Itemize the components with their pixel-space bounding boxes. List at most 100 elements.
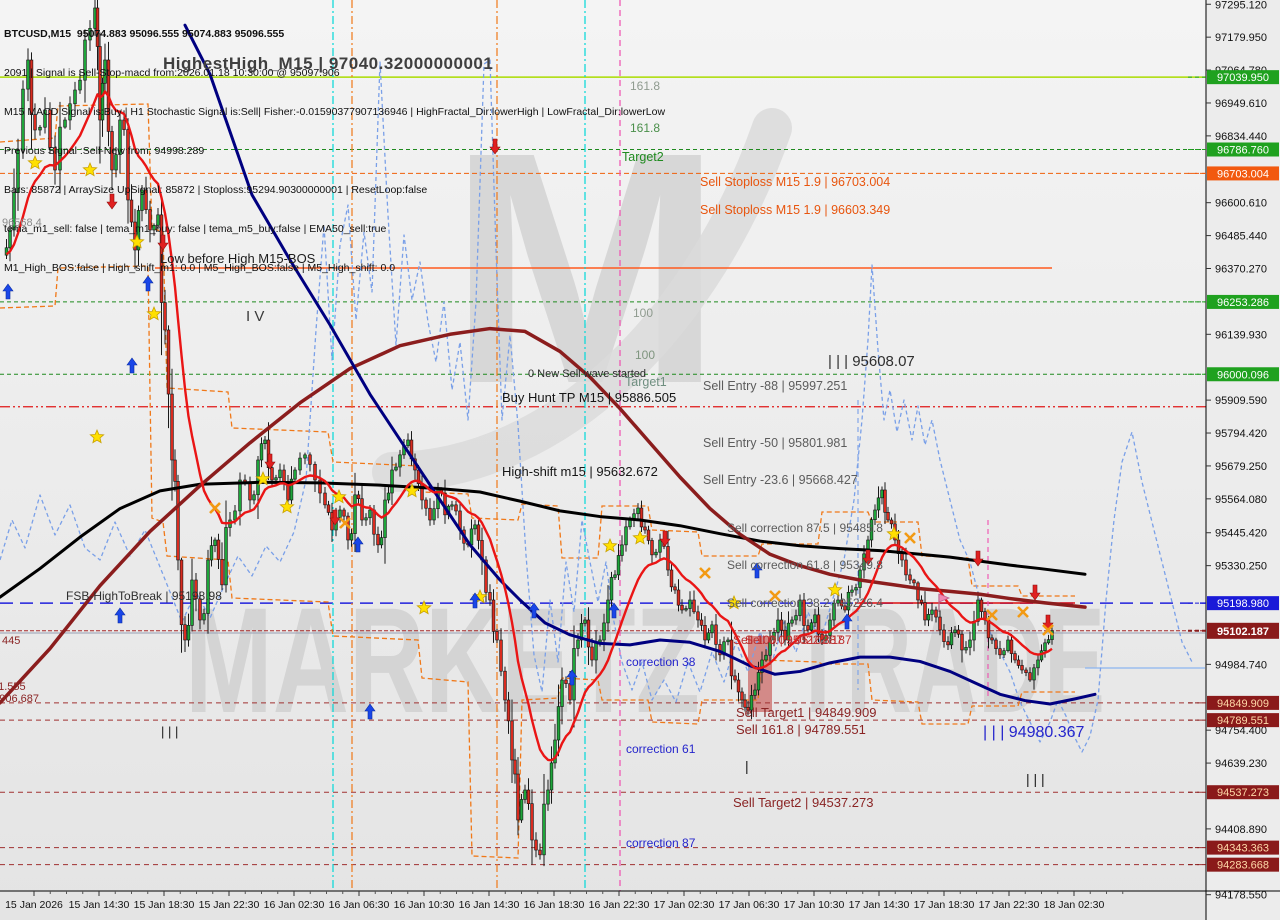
candle: [53, 147, 57, 171]
candle: [110, 131, 114, 171]
annotations-group: 161.8 161.8 Target2 Sell Stoploss M15 1.9 |…: [0, 79, 1085, 850]
price-badge-label: 94343.363: [1217, 843, 1269, 855]
candle: [938, 616, 942, 631]
candle: [846, 591, 851, 611]
candle: [469, 528, 474, 546]
candle: [88, 28, 92, 41]
highest-high-overlay: HighestHigh_M15 | 97040.32000000001: [163, 54, 494, 73]
buy-arrow-icon: [142, 275, 154, 292]
time-axis[interactable]: 15 Jan 2026 15 Jan 14:30 15 Jan 18:30 15 Ja…: [0, 890, 1280, 911]
candle: [953, 629, 957, 634]
candle: [176, 481, 180, 561]
ma-navy: [183, 23, 1097, 706]
candle: [289, 478, 294, 501]
candle: [450, 504, 454, 507]
annotation-label: |: [745, 758, 749, 774]
candle: [43, 109, 47, 128]
time-tick-label: 16 Jan 18:30: [524, 899, 585, 911]
plot-area[interactable]: [0, 0, 1206, 891]
candle: [356, 494, 361, 500]
price-badge-label: 94789.551: [1217, 715, 1269, 727]
buy-arrow-icon: [841, 613, 853, 630]
price-badge: [1207, 713, 1279, 728]
candle: [78, 79, 82, 91]
star-marker: [827, 581, 843, 597]
price-badge-label: 94283.668: [1217, 860, 1269, 872]
price-axis[interactable]: 97295.12097179.95097064.78096949.6109683…: [1188, 0, 1280, 920]
candle: [83, 39, 87, 81]
annotation-label: | | |: [161, 724, 178, 739]
candle: [976, 599, 980, 622]
candle: [850, 589, 854, 593]
annotation-label: Sell correction 87.5 | 95485.8: [727, 521, 883, 535]
candle: [923, 602, 927, 621]
price-badge: [1207, 142, 1279, 157]
candle: [908, 574, 912, 581]
annotation-label: | | |: [1026, 771, 1045, 787]
candle: [190, 579, 194, 626]
annotation-label: correction 38: [626, 655, 696, 669]
candle: [790, 619, 794, 624]
candle: [912, 579, 916, 584]
price-badge: [1207, 70, 1279, 85]
candle: [8, 229, 12, 249]
star-marker: [632, 529, 648, 545]
candle: [503, 670, 507, 701]
price-tick-label: 94639.230: [1215, 758, 1267, 770]
star-marker: [602, 537, 618, 553]
candle: [916, 582, 920, 601]
exit-x-icon: [699, 567, 711, 579]
price-badge: [1207, 367, 1279, 382]
candle: [869, 519, 874, 541]
candle: [118, 119, 122, 155]
candle: [484, 559, 488, 593]
price-badge-label: 94849.909: [1217, 698, 1269, 710]
candle: [1013, 653, 1017, 661]
ma-black: [0, 480, 1087, 599]
candle: [1016, 659, 1021, 666]
candle: [372, 509, 376, 535]
candle: [376, 533, 380, 546]
annotation-label: 94906.687: [0, 693, 39, 705]
time-tick-label: 17 Jan 06:30: [719, 899, 780, 911]
annotation-label: Low before High M15-BOS: [160, 251, 316, 266]
price-badge: [1207, 785, 1279, 800]
candle: [613, 574, 617, 578]
candle: [313, 463, 317, 481]
candle: [696, 611, 700, 621]
candle: [806, 625, 810, 631]
candle: [1036, 659, 1040, 669]
price-badge-label: 96000.096: [1217, 369, 1269, 381]
candle: [491, 599, 496, 632]
price-badge: [1207, 166, 1279, 181]
candle: [364, 517, 368, 521]
candle: [546, 789, 550, 805]
annotation-label: Sell Stoploss M15 1.9 | 96703.004: [700, 175, 890, 189]
candle: [152, 224, 156, 231]
candle: [684, 608, 688, 611]
candle: [643, 526, 647, 531]
buy-arrow-icon: [2, 283, 14, 300]
candle: [424, 499, 428, 509]
candle: [1046, 639, 1051, 644]
price-badge: [1207, 622, 1279, 639]
annotation-label: Sell correction 61.8 | 95349.8: [727, 558, 883, 572]
candle: [542, 803, 546, 856]
price-tick-label: 94408.890: [1215, 824, 1267, 836]
candle: [919, 599, 924, 603]
star-marker: [129, 233, 145, 249]
buy-arrow-icon: [751, 562, 763, 579]
annotation-label: Sell Stoploss M15 1.9 | 96603.349: [700, 203, 890, 217]
price-tick-label: 94984.740: [1215, 659, 1267, 671]
candle: [942, 629, 946, 642]
candle: [669, 569, 674, 588]
candle: [579, 623, 584, 641]
candle: [58, 126, 62, 171]
candle: [238, 479, 242, 512]
ma-red: [5, 90, 1053, 762]
candles-group: [4, 0, 1054, 867]
candle: [832, 602, 836, 621]
annotation-label: 0 New Sell wave started: [528, 368, 646, 380]
